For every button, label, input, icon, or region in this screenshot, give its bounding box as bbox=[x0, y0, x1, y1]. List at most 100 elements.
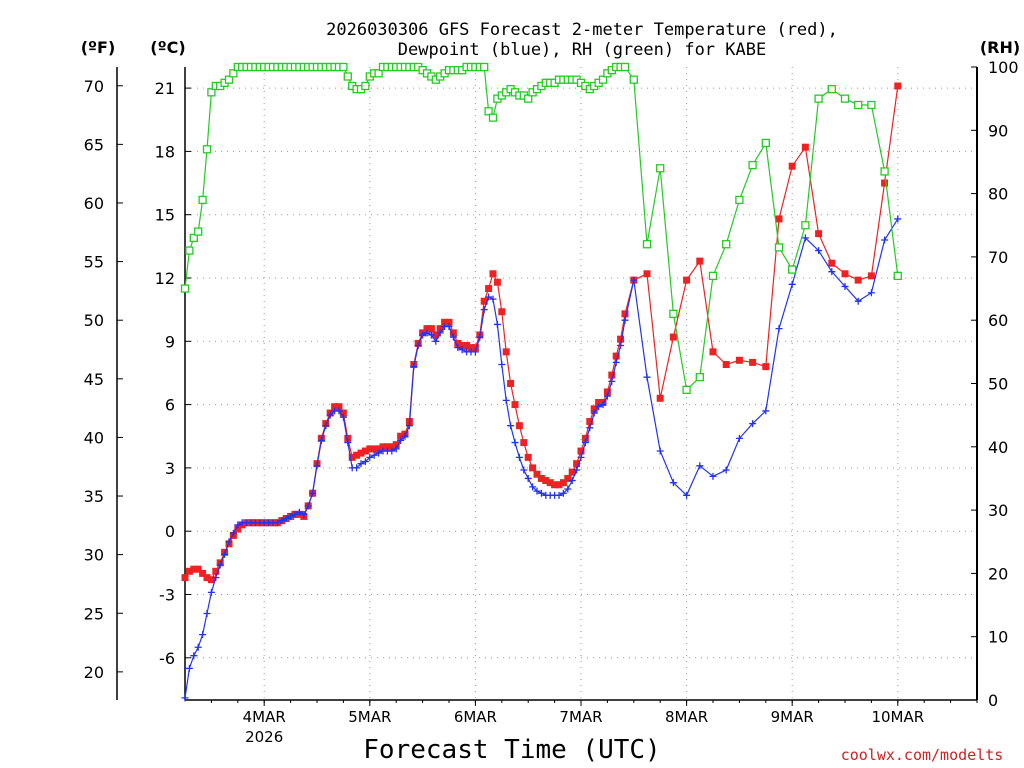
dewpoint-point bbox=[282, 515, 290, 523]
dewpoint-point bbox=[225, 538, 233, 546]
dewpoint-point bbox=[775, 325, 783, 333]
dewpoint-point bbox=[410, 363, 418, 371]
rh-tick-label: 100 bbox=[988, 58, 1019, 77]
temperature-point bbox=[815, 230, 823, 238]
temperature-point bbox=[190, 565, 198, 573]
dewpoint-point bbox=[207, 588, 215, 596]
dewpoint-point bbox=[229, 529, 237, 537]
temperature-point bbox=[388, 443, 396, 451]
temperature-point bbox=[203, 574, 211, 582]
temperature-point bbox=[366, 445, 374, 453]
temperature-point bbox=[590, 405, 598, 413]
rh-point bbox=[598, 75, 608, 84]
temperature-point bbox=[643, 270, 651, 278]
rh-point bbox=[484, 107, 493, 116]
dewpoint-point bbox=[485, 293, 493, 301]
rh-point bbox=[669, 309, 678, 319]
temperature-point bbox=[485, 285, 493, 293]
temperature-point bbox=[524, 453, 532, 461]
temperature-point bbox=[383, 443, 391, 451]
temperature-point bbox=[735, 356, 743, 364]
dewpoint-point bbox=[291, 510, 299, 518]
dewpoint-point bbox=[709, 472, 717, 480]
rh-point bbox=[695, 373, 704, 382]
x-tick-label: 8MAR bbox=[665, 708, 708, 726]
dewpoint-point bbox=[841, 282, 849, 290]
rh-point bbox=[722, 240, 731, 249]
dewpoint-point bbox=[370, 451, 378, 459]
rh-point bbox=[524, 94, 533, 103]
rh-point bbox=[774, 243, 784, 252]
dewpoint-point bbox=[617, 342, 625, 350]
temperature-point bbox=[185, 567, 193, 575]
dewpoint-point bbox=[344, 439, 352, 447]
rh-point bbox=[801, 221, 810, 230]
rh-point bbox=[682, 385, 691, 394]
x-tick-label: 6MAR bbox=[454, 708, 497, 726]
dewpoint-point bbox=[216, 561, 224, 569]
rh-tick-label: 40 bbox=[988, 438, 1008, 457]
dewpoint-point bbox=[304, 502, 312, 510]
rh-point bbox=[814, 94, 823, 103]
fahrenheit-tick-label: 45 bbox=[84, 370, 104, 389]
temperature-point bbox=[493, 278, 501, 286]
temperature-point bbox=[854, 276, 862, 284]
celsius-tick-label: -3 bbox=[159, 586, 175, 605]
dewpoint-point bbox=[185, 664, 193, 672]
temperature-point bbox=[335, 403, 343, 411]
dewpoint-point bbox=[295, 508, 303, 516]
temperature-point bbox=[471, 344, 479, 352]
dewpoint-point bbox=[559, 489, 567, 497]
temperature-point bbox=[375, 445, 383, 453]
rh-point bbox=[748, 160, 757, 170]
dewpoint-point bbox=[568, 477, 576, 485]
rh-point bbox=[374, 69, 383, 78]
series-rh bbox=[180, 62, 902, 394]
rh-tick-label: 10 bbox=[988, 628, 1008, 647]
temperature-point bbox=[775, 215, 783, 223]
dewpoint-point bbox=[221, 550, 229, 558]
rh-point bbox=[361, 81, 370, 91]
rh-point bbox=[761, 138, 770, 148]
dewpoint-point bbox=[309, 489, 317, 497]
temperature-point bbox=[551, 481, 559, 489]
celsius-tick-label: -6 bbox=[159, 649, 175, 668]
rh-tick-label: 20 bbox=[988, 564, 1008, 583]
rh-point bbox=[229, 69, 238, 78]
dewpoint-point bbox=[366, 453, 374, 461]
temperature-point bbox=[489, 270, 497, 278]
dewpoint-point bbox=[234, 521, 242, 529]
temperature-point bbox=[361, 447, 369, 455]
rh-point bbox=[854, 100, 863, 110]
dewpoint-point bbox=[287, 512, 295, 520]
series-dewpoint bbox=[181, 215, 902, 702]
dewpoint-point bbox=[581, 439, 589, 447]
temperature-point bbox=[683, 276, 691, 284]
temperature-point bbox=[449, 329, 457, 337]
dewpoint-point bbox=[507, 422, 515, 430]
rh-point bbox=[343, 72, 352, 81]
temperature-point bbox=[621, 310, 629, 318]
dewpoint-point bbox=[361, 458, 369, 466]
temperature-point bbox=[542, 477, 550, 485]
dewpoint-point bbox=[313, 462, 321, 470]
temperature-point bbox=[696, 257, 704, 265]
dewpoint-point bbox=[656, 447, 664, 455]
dewpoint-point bbox=[595, 403, 603, 411]
x-tick-label: 7MAR bbox=[559, 708, 602, 726]
x-tick-label: 5MAR bbox=[348, 708, 391, 726]
temperature-point bbox=[467, 344, 475, 352]
temperature-point bbox=[348, 453, 356, 461]
dewpoint-point bbox=[749, 420, 757, 428]
dewpoint-point bbox=[458, 346, 466, 354]
x-tick-label: 4MAR bbox=[243, 708, 286, 726]
dewpoint-point bbox=[894, 215, 902, 223]
dewpoint-point bbox=[511, 439, 519, 447]
temperature-line bbox=[184, 85, 899, 581]
data-series bbox=[180, 62, 902, 702]
rh-point bbox=[224, 75, 234, 84]
dewpoint-point bbox=[449, 333, 457, 341]
temperature-point bbox=[617, 335, 625, 343]
fahrenheit-tick-label: 70 bbox=[84, 77, 104, 96]
